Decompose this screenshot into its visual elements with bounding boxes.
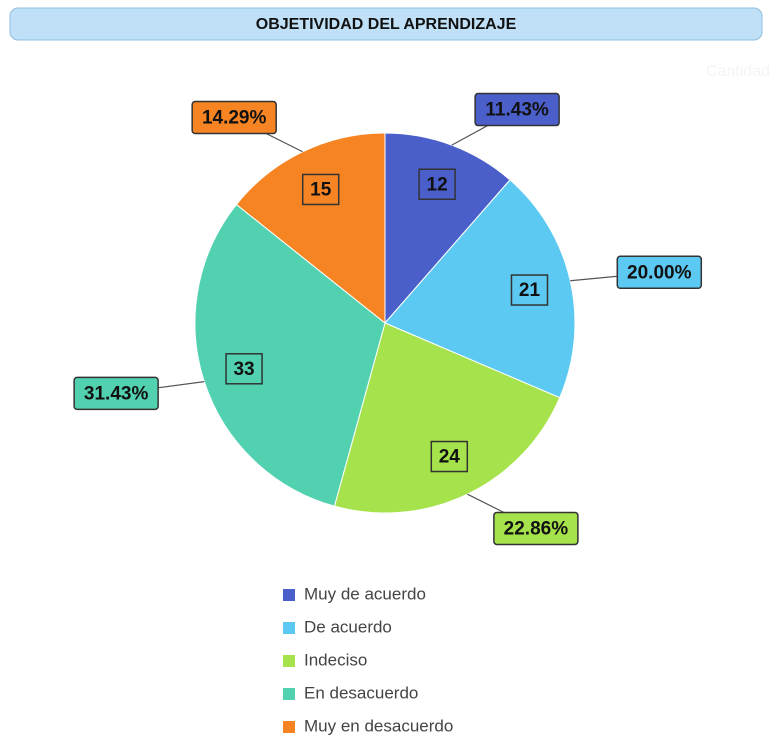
series-name: Cantidad	[706, 63, 770, 80]
legend-swatch	[283, 721, 295, 733]
percentage-label: 20.00%	[627, 262, 692, 283]
pie-slice	[235, 132, 386, 325]
pie-slice	[384, 132, 511, 325]
percentage-box	[474, 92, 560, 127]
percentage-label: 14.29%	[202, 108, 267, 129]
percentage-box	[616, 255, 703, 290]
count-label: 15	[310, 179, 332, 200]
count-label: 12	[427, 174, 448, 195]
legend-swatch	[283, 688, 295, 700]
legend-swatch	[283, 622, 295, 634]
legend-label: Muy de acuerdo	[304, 584, 426, 603]
percentage-label: 31.43%	[84, 383, 149, 404]
count-label-box	[225, 353, 263, 385]
count-label-box	[510, 274, 549, 306]
percentage-box	[191, 100, 277, 135]
legend-label: Muy en desacuerdo	[304, 716, 453, 735]
count-label-box	[430, 440, 469, 473]
count-label: 24	[439, 447, 461, 468]
count-label: 33	[233, 359, 254, 380]
count-label-box	[301, 173, 340, 206]
percentage-box	[493, 511, 579, 546]
percentage-label: 11.43%	[485, 100, 548, 121]
count-label: 21	[519, 280, 541, 301]
legend-label: Indeciso	[304, 650, 367, 669]
legend-swatch	[283, 589, 295, 601]
pie-slice	[194, 203, 386, 507]
legend-swatch	[283, 655, 295, 667]
legend-label: En desacuerdo	[304, 683, 418, 702]
percentage-label: 22.86%	[504, 518, 569, 539]
percentage-box	[73, 376, 159, 411]
count-label-box	[418, 168, 456, 200]
title-bar	[9, 7, 763, 41]
chart-title: OBJETIVIDAD DEL APRENDIZAJE	[256, 16, 517, 33]
legend-label: De acuerdo	[304, 617, 392, 636]
